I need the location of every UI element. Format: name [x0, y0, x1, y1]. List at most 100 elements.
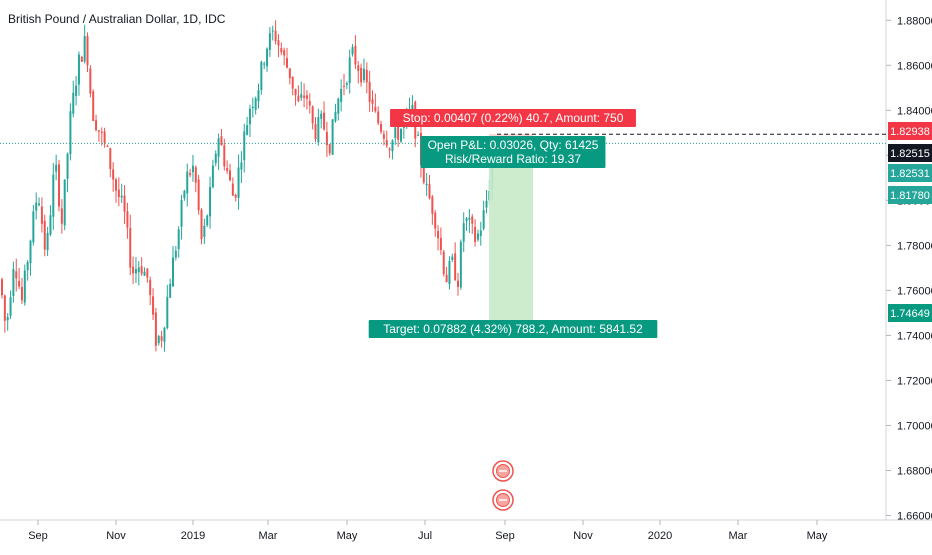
candle-up: [32, 205, 35, 246]
candle-down: [234, 193, 237, 202]
candle-down: [445, 266, 448, 283]
candle-body: [1, 279, 3, 296]
candle-down: [1, 277, 3, 299]
candle-up: [174, 246, 177, 261]
candle-down: [305, 90, 308, 110]
price-tag-text: 1.82515: [890, 148, 930, 160]
candle-body: [257, 90, 260, 102]
profit-zone[interactable]: [489, 160, 533, 321]
candle-body: [157, 336, 160, 344]
price-axis[interactable]: 1.880001.860001.840001.820001.800001.780…: [886, 15, 932, 522]
candle-body: [391, 140, 394, 152]
candle-body: [9, 297, 12, 316]
position-tool[interactable]: Stop: 0.00407 (0.22%) 40.7, Amount: 750 O…: [0, 109, 886, 338]
pnl-label[interactable]: Open P&L: 0.03026, Qty: 61425Risk/Reward…: [420, 136, 606, 168]
candle-body: [351, 47, 354, 55]
candle-down: [303, 83, 306, 108]
candle-down: [140, 257, 143, 276]
candle-down: [277, 34, 280, 58]
candle-body: [280, 48, 283, 53]
candle-down: [43, 214, 46, 257]
candle-body: [97, 130, 100, 132]
candle-body: [109, 148, 112, 170]
candle-down: [160, 330, 163, 348]
candle-down: [95, 114, 98, 132]
candle-down: [146, 268, 149, 283]
candle-up: [476, 229, 479, 242]
candle-body: [271, 30, 274, 32]
candle-up: [26, 260, 29, 281]
candle-body: [52, 174, 55, 217]
event-flag-icon[interactable]: [492, 460, 514, 482]
event-flag-icon[interactable]: [492, 489, 514, 511]
candle-down: [474, 219, 477, 247]
candle-up: [237, 154, 240, 210]
candle-body: [55, 164, 58, 172]
candle-down: [365, 62, 368, 94]
candle-up: [9, 290, 12, 320]
candle-body: [368, 81, 371, 102]
target-label[interactable]: Target: 0.07882 (4.32%) 788.2, Amount: 5…: [368, 320, 658, 338]
candle-body: [360, 67, 363, 83]
candle-down: [60, 199, 63, 234]
price-tag-text: 1.82531: [890, 168, 930, 180]
price-tag-bg: [888, 186, 932, 204]
candle-down: [103, 127, 106, 148]
y-tick-label: 1.86000: [897, 60, 932, 72]
candle-up: [351, 43, 354, 57]
stop-label[interactable]: Stop: 0.00407 (0.22%) 40.7, Amount: 750: [390, 109, 636, 127]
candle-up: [143, 267, 146, 276]
candle-down: [3, 294, 6, 333]
candle-down: [291, 76, 294, 96]
candle-down: [89, 65, 92, 98]
x-tick-label: 2020: [648, 530, 672, 542]
candle-down: [325, 121, 328, 157]
price-tag-current: 1.81780: [888, 186, 932, 204]
candle-down: [288, 68, 291, 85]
candle-body: [6, 316, 9, 321]
candle-up: [317, 108, 320, 146]
price-tag-text: 1.81780: [890, 190, 930, 202]
candle-down: [200, 208, 203, 245]
candle-up: [331, 119, 334, 156]
candle-body: [12, 269, 15, 297]
candle-up: [183, 189, 186, 201]
x-tick-label: Mar: [259, 530, 278, 542]
candle-body: [43, 220, 46, 250]
candle-down: [100, 127, 103, 146]
candle-up: [12, 261, 15, 303]
candle-body: [459, 241, 462, 288]
candle-down: [371, 90, 374, 112]
candle-body: [60, 208, 63, 224]
y-tick-label: 1.88000: [897, 15, 932, 27]
event-markers[interactable]: [492, 460, 514, 511]
candle-up: [186, 163, 189, 207]
candle-down: [283, 47, 286, 66]
candle-up: [448, 256, 451, 290]
candle-body: [254, 98, 257, 111]
candle-down: [368, 70, 371, 112]
candle-body: [49, 215, 52, 235]
candle-body: [437, 230, 440, 239]
candle-body: [246, 125, 249, 135]
price-tag-text: 1.82938: [890, 126, 930, 138]
candle-up: [177, 226, 180, 258]
y-tick-label: 1.70000: [897, 420, 932, 432]
candle-down: [286, 48, 288, 69]
candle-body: [160, 336, 163, 341]
candle-up: [203, 218, 206, 245]
pnl-label-text: Open P&L: 0.03026, Qty: 61425: [428, 138, 599, 152]
candle-body: [482, 210, 485, 229]
candle-body: [197, 179, 200, 211]
candle-body: [174, 250, 177, 258]
candle-body: [18, 280, 21, 287]
x-tick-label: Sep: [495, 530, 515, 542]
candle-up: [55, 154, 58, 181]
candle-up: [6, 313, 9, 331]
candle-down: [297, 85, 300, 103]
candle-body: [334, 112, 337, 122]
time-axis[interactable]: Sep Nov 2019 Mar May Jul Sep Nov 2020 Mar May: [28, 520, 828, 542]
y-tick-label: 1.76000: [897, 285, 932, 297]
